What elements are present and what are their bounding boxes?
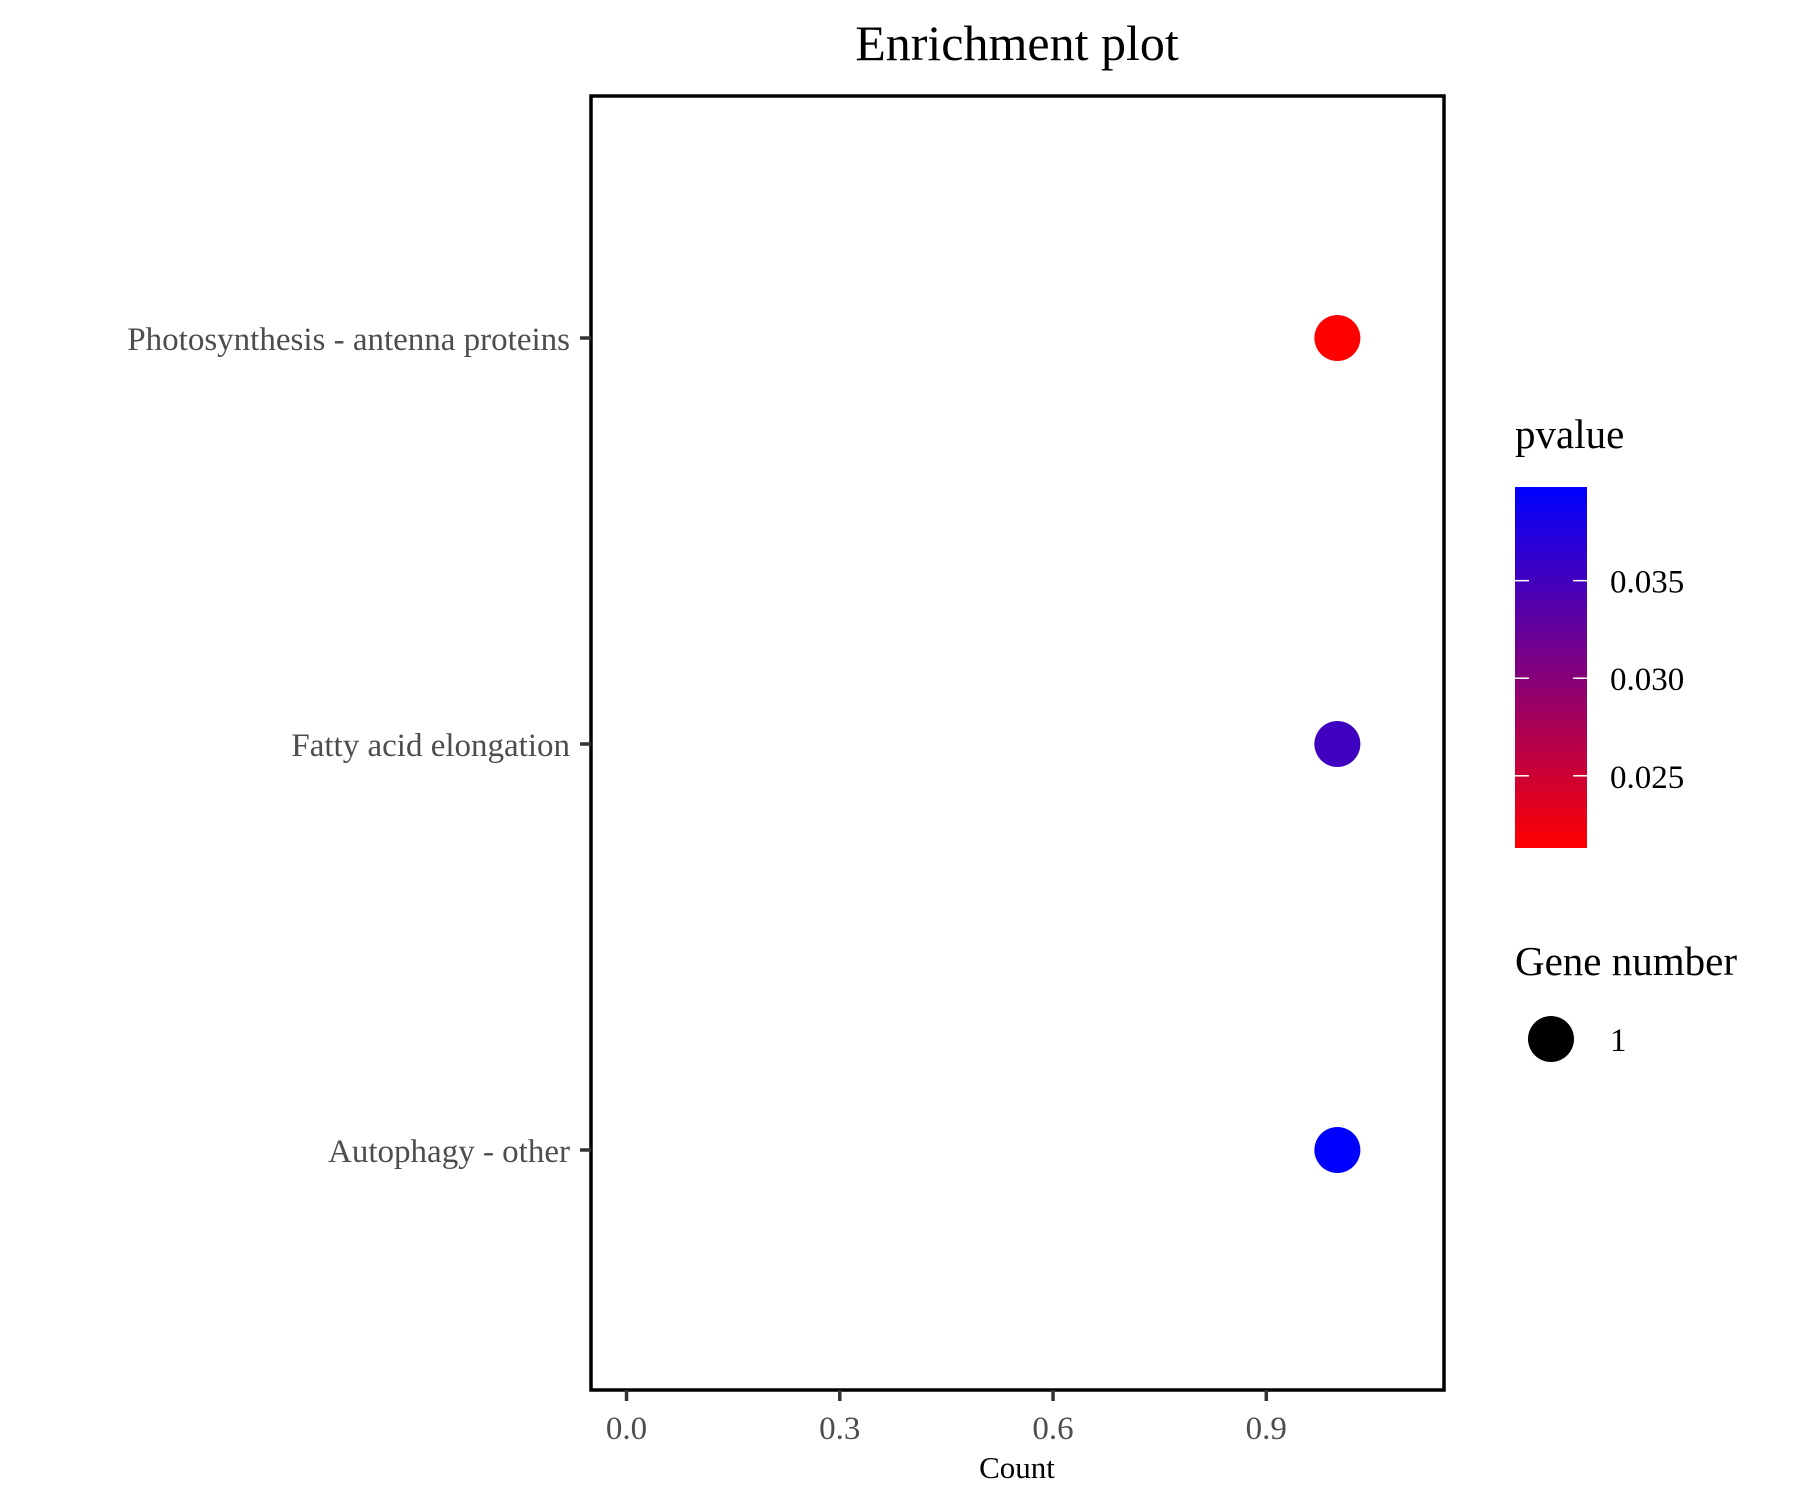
- y-tick-label-fatty-acid-elongation: Fatty acid elongation: [291, 728, 570, 764]
- colorbar-label-0-025: 0.025: [1610, 760, 1684, 796]
- pvalue-legend: pvalue 0.025 0.030 0.035: [1515, 411, 1684, 848]
- pvalue-legend-title: pvalue: [1515, 411, 1624, 457]
- x-tick-label-0-0: 0.0: [606, 1411, 647, 1447]
- colorbar-label-0-035: 0.035: [1610, 565, 1684, 601]
- x-axis-label: Count: [979, 1450, 1055, 1485]
- x-tick-label-0-3: 0.3: [819, 1411, 860, 1447]
- point-fatty-acid-elongation: [1314, 721, 1361, 767]
- data-points: [1314, 315, 1361, 1173]
- gene-number-legend: Gene number 1: [1515, 938, 1737, 1062]
- y-tick-label-photosynthesis-antenna-proteins: Photosynthesis - antenna proteins: [127, 322, 570, 358]
- x-axis: 0.0 0.3 0.6 0.9: [606, 1390, 1287, 1447]
- x-tick-label-0-9: 0.9: [1246, 1411, 1287, 1447]
- chart-title: Enrichment plot: [855, 15, 1179, 71]
- x-tick-label-0-6: 0.6: [1032, 1411, 1073, 1447]
- gene-number-key-1: [1528, 1016, 1574, 1062]
- pvalue-colorbar: [1515, 487, 1587, 848]
- point-photosynthesis-antenna-proteins: [1314, 315, 1361, 361]
- y-axis: Photosynthesis - antenna proteins Fatty a…: [127, 322, 591, 1170]
- y-tick-label-autophagy-other: Autophagy - other: [328, 1134, 570, 1170]
- colorbar-label-0-030: 0.030: [1610, 662, 1684, 698]
- gene-number-key-label-1: 1: [1610, 1023, 1627, 1059]
- point-autophagy-other: [1314, 1127, 1361, 1173]
- gene-number-legend-title: Gene number: [1515, 938, 1737, 984]
